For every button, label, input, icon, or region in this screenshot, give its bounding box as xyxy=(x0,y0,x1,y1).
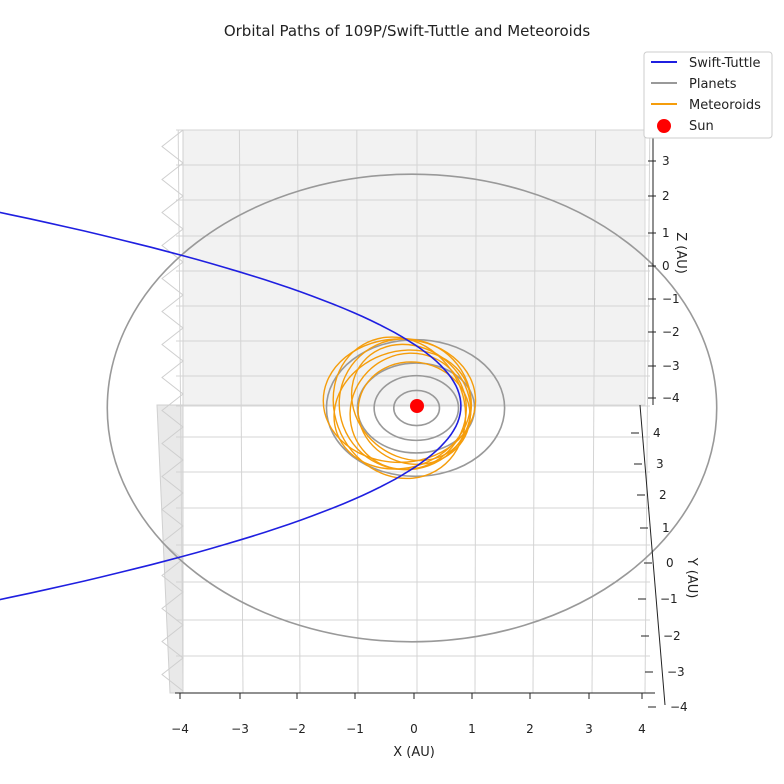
meteoroid-orbit xyxy=(349,352,468,471)
tick-labels: −4 −3 −2 −1 0 1 2 3 4 −4 −3 −2 −1 0 1 2 3 −4 −3 −2 −1 0 1 2 3 4 xyxy=(171,154,688,736)
planet-orbit xyxy=(392,389,441,427)
x-tick-label: −3 xyxy=(231,722,249,736)
x-tick-label: 3 xyxy=(585,722,593,736)
legend: Swift-Tuttle Planets Meteoroids Sun xyxy=(643,51,773,139)
x-tick-label: 0 xyxy=(410,722,418,736)
swift-tuttle-orbit xyxy=(0,211,462,601)
gridline-x xyxy=(532,129,536,694)
z-tick-label: −3 xyxy=(662,359,680,373)
z-tick-label: 3 xyxy=(662,154,670,168)
legend-label-2: Meteoroids xyxy=(689,98,761,113)
planet-orbit xyxy=(106,173,718,643)
y-tick-label: −4 xyxy=(670,700,688,714)
z-tick-label: 2 xyxy=(662,189,670,203)
sun-marker xyxy=(410,399,424,413)
gridline-x xyxy=(238,129,244,694)
orbits-layer xyxy=(0,173,718,643)
y-axis-line xyxy=(639,404,666,706)
axes-layer xyxy=(175,130,666,708)
x-axis-label: X (AU) xyxy=(393,745,435,760)
chart-title: Orbital Paths of 109P/Swift-Tuttle and M… xyxy=(224,22,591,40)
y-tick-label: 0 xyxy=(666,556,674,570)
y-tick-label: 1 xyxy=(662,521,670,535)
y-axis-label: Y (AU) xyxy=(684,557,699,599)
y-tick-label: −1 xyxy=(660,592,678,606)
x-tick-label: −1 xyxy=(346,722,364,736)
axes-panes xyxy=(156,129,646,694)
gridline-x xyxy=(474,129,477,694)
x-tick-label: 2 xyxy=(526,722,534,736)
meteoroid-orbit xyxy=(357,361,471,465)
legend-label-0: Swift-Tuttle xyxy=(689,56,760,71)
planet-orbit xyxy=(373,374,460,442)
legend-frame xyxy=(643,51,773,139)
gridline-x xyxy=(297,129,301,694)
x-tick-label: −4 xyxy=(171,722,189,736)
z-tick-label: 0 xyxy=(662,259,670,273)
x-tick-label: 1 xyxy=(468,722,476,736)
legend-label-1: Planets xyxy=(689,77,737,92)
meteoroid-orbit xyxy=(332,336,467,480)
left-pane xyxy=(156,130,184,694)
y-tick-label: 3 xyxy=(656,457,664,471)
z-tick-label: 1 xyxy=(662,226,670,240)
gridline-x xyxy=(591,129,597,694)
y-tick-label: 4 xyxy=(653,426,661,440)
legend-label-3: Sun xyxy=(689,119,714,134)
legend-marker-3 xyxy=(657,119,671,133)
gridlines xyxy=(161,129,651,694)
gridline-x xyxy=(177,129,184,694)
left-pane-grid xyxy=(161,129,184,692)
meteoroid-orbit xyxy=(338,338,473,471)
y-tick-label: −2 xyxy=(663,629,681,643)
y-tick-label: 2 xyxy=(659,488,667,502)
z-tick-label: −4 xyxy=(662,391,680,405)
z-tick-label: −2 xyxy=(662,325,680,339)
z-tick-label: −1 xyxy=(662,292,680,306)
x-tick-label: −2 xyxy=(288,722,306,736)
gridline-x xyxy=(644,129,651,694)
meteoroid-orbit xyxy=(350,343,472,462)
x-tick-label: 4 xyxy=(638,722,646,736)
legend-items: Swift-Tuttle Planets Meteoroids Sun xyxy=(651,56,761,134)
y-tick-label: −3 xyxy=(667,665,685,679)
z-axis-label: Z (AU) xyxy=(673,232,688,274)
